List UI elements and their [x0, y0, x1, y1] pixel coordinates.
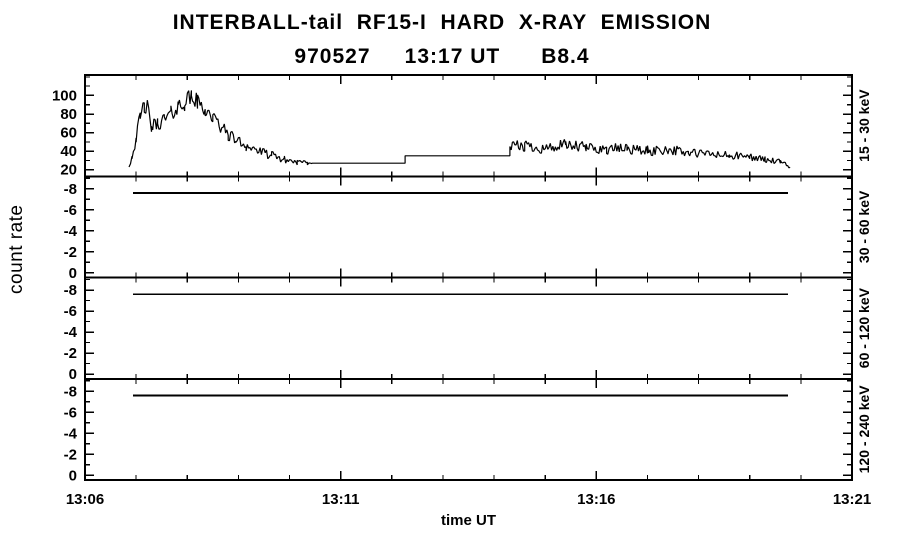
x-tick-label: 13:06	[66, 491, 104, 508]
y-tick-label: -2	[64, 446, 77, 463]
y-tick-label: 80	[60, 106, 77, 123]
x-tick-label: 13:11	[322, 491, 360, 508]
y-tick-label: 60	[60, 125, 77, 142]
x-tick-label: 13:21	[833, 491, 871, 508]
y-tick-label: -8	[64, 282, 77, 299]
y-tick-label: 0	[69, 366, 77, 383]
x-tick-label: 13:16	[577, 491, 615, 508]
y-tick-label: -4	[64, 425, 78, 442]
xray-lightcurve	[128, 90, 791, 169]
y-tick-label: -4	[64, 324, 78, 341]
y-tick-label: 0	[69, 265, 77, 282]
y-tick-label: -2	[64, 244, 77, 261]
panel-energy-label: 15 - 30 keV	[856, 89, 872, 162]
y-tick-label: -6	[64, 303, 77, 320]
panel-energy-label: 60 - 120 keV	[856, 287, 872, 368]
y-tick-label: -6	[64, 404, 77, 421]
y-tick-label: -8	[64, 181, 77, 198]
y-tick-label: -6	[64, 202, 77, 219]
panel-energy-label: 30 - 60 keV	[856, 190, 872, 263]
y-tick-label: 20	[60, 162, 77, 179]
y-tick-label: 100	[52, 87, 77, 104]
chart-subtitle: 970527 13:17 UT B8.4	[294, 45, 590, 68]
y-tick-label: 0	[69, 467, 77, 484]
y-axis-label: count rate	[6, 204, 27, 294]
panel-energy-label: 120 - 240 keV	[856, 385, 872, 474]
y-tick-label: -8	[64, 383, 77, 400]
y-tick-label: -2	[64, 345, 77, 362]
y-tick-label: 40	[60, 143, 77, 160]
y-tick-label: -4	[64, 223, 78, 240]
chart-title: INTERBALL-tail RF15-I HARD X-RAY EMISSIO…	[172, 11, 712, 34]
x-axis-label: time UT	[440, 512, 496, 529]
